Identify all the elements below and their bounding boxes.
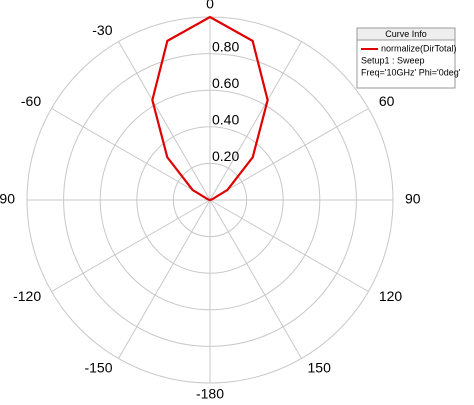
legend: Curve Info normalize(DirTotal) Setup1 : … (356, 27, 461, 89)
plot (151, 15, 269, 202)
spoke (51, 199, 211, 292)
spoke (209, 108, 369, 201)
theta-tick-label: 0 (206, 0, 214, 12)
spoke (209, 199, 302, 359)
spoke (118, 41, 211, 201)
theta-tick-label: -150 (84, 360, 112, 376)
theta-tick-label: 60 (379, 93, 395, 109)
theta-tick-label: -60 (21, 93, 41, 109)
spoke (209, 199, 369, 292)
ring (172, 162, 248, 238)
theta-tick-label: -90 (0, 191, 15, 207)
spoke (209, 41, 302, 201)
theta-tick-label: -180 (196, 386, 224, 400)
grid: 0.20 0.40 0.60 0.80 0 -30 -60 -90 -120 -150 -180 15… (0, 0, 421, 402)
ring (136, 126, 284, 274)
ring (63, 53, 357, 347)
r-tick-label: 0.80 (212, 38, 239, 54)
spoke (118, 199, 211, 359)
ring (99, 89, 321, 311)
r-tick-label: 0.20 (212, 148, 239, 164)
curve (151, 15, 269, 202)
r-tick-label: 0.40 (212, 112, 239, 128)
theta-tick-label: 150 (308, 360, 332, 376)
theta-tick-label: 90 (405, 191, 421, 207)
legend-label: normalize(DirTotal) (381, 43, 457, 53)
r-tick-label: 0.60 (212, 75, 239, 91)
legend-header (356, 27, 456, 41)
theta-tick-label: -30 (92, 22, 112, 38)
spoke (51, 108, 211, 201)
legend-line: Setup1 : Sweep (361, 55, 425, 65)
theta-tick-label: -120 (13, 288, 41, 304)
theta-tick-label: 120 (379, 288, 403, 304)
legend-title: Curve Info (385, 29, 427, 39)
legend-line: Freq='10GHz' Phi='0deg' (361, 67, 461, 77)
